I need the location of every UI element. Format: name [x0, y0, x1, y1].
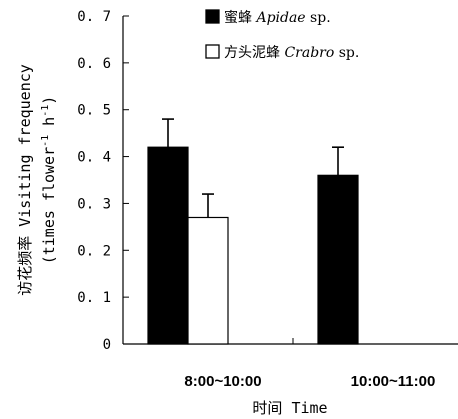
y-axis-title-line2: (times flower-1 h-1)	[40, 96, 58, 265]
legend-swatch-1	[205, 9, 220, 24]
y-axis-title: 访花频率 Visiting frequency (times flower-1 h…	[16, 64, 58, 296]
y-tick-label: 0. 1	[77, 290, 111, 306]
legend-swatch-2	[205, 44, 220, 59]
bars	[147, 118, 359, 345]
x-tick-label: 8:00~10:00	[184, 373, 261, 390]
y-tick-label: 0. 6	[77, 56, 111, 72]
y-tick-label: 0. 3	[77, 196, 111, 212]
y-tick-label: 0. 7	[77, 9, 111, 25]
x-tick-label: 10:00~11:00	[351, 373, 436, 390]
legend-label-2: 方头泥蜂 Crabro sp.	[224, 45, 359, 61]
x-axis-title: 时间 Time	[252, 399, 327, 417]
legend-label-1: 蜜蜂 Apidae sp.	[224, 10, 331, 26]
bar-1-1	[147, 146, 189, 345]
y-tick-label: 0. 2	[77, 243, 111, 259]
y-tick-label: 0	[103, 337, 111, 353]
axis-labels: 时间 Time 访花频率 Visiting frequency (times flo…	[16, 64, 328, 417]
legend: 蜜蜂 Apidae sp. 方头泥蜂 Crabro sp.	[205, 9, 359, 61]
axes: 0 0. 1 0. 2 0. 3 0. 4 0. 5 0. 6 0. 7 8:00~10:00 1…	[77, 9, 458, 390]
y-tick-label: 0. 5	[77, 103, 111, 119]
y-tick-label: 0. 4	[77, 150, 111, 166]
bar-2-1	[187, 216, 229, 345]
bar-1-2	[317, 174, 359, 345]
y-axis-title-line1: 访花频率 Visiting frequency	[16, 64, 34, 296]
